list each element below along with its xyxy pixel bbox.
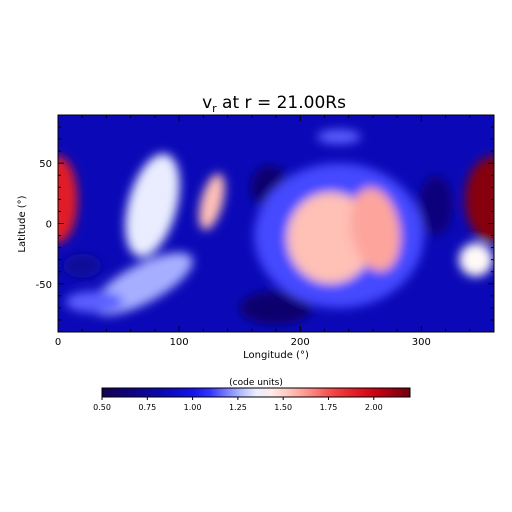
x-tick-label: 300 bbox=[412, 337, 431, 348]
x-tick-labels: 0 100 200 300 bbox=[55, 337, 431, 348]
colorbar-tick-label: 2.00 bbox=[365, 403, 383, 412]
heatmap-feature bbox=[62, 253, 102, 278]
y-tick-label: -50 bbox=[36, 280, 52, 291]
colorbar-tick-labels: 0.50 0.75 1.00 1.25 1.50 1.75 2.00 bbox=[93, 403, 383, 412]
heatmap-feature bbox=[198, 173, 225, 230]
colorbar-tick-label: 1.50 bbox=[274, 403, 292, 412]
heatmap-feature bbox=[418, 175, 453, 236]
axis-ticks bbox=[57, 114, 495, 333]
colorbar-tick-label: 1.25 bbox=[229, 403, 247, 412]
colorbar-ticks bbox=[101, 397, 375, 400]
heatmap-field bbox=[58, 129, 494, 325]
heatmap-feature bbox=[239, 291, 313, 325]
colorbar-tick-label: 0.75 bbox=[138, 403, 156, 412]
colorbar-tick-label: 1.75 bbox=[320, 403, 338, 412]
heatmap-feature bbox=[458, 242, 493, 277]
x-tick-label: 0 bbox=[55, 337, 61, 348]
heatmap-feature bbox=[125, 153, 180, 258]
colorbar-tick-label: 0.50 bbox=[93, 403, 111, 412]
x-tick-label: 100 bbox=[170, 337, 189, 348]
heatmap-feature bbox=[464, 156, 494, 243]
colorbar-tick-label: 1.00 bbox=[184, 403, 202, 412]
heatmap-feature bbox=[350, 187, 401, 272]
heatmap-feature bbox=[58, 156, 78, 243]
heatmap-feature bbox=[65, 291, 124, 313]
y-tick-label: 50 bbox=[39, 159, 52, 170]
colorbar-label: (code units) bbox=[229, 378, 283, 388]
y-axis-label: Latitude (°) bbox=[17, 195, 28, 252]
chart-title: vr at r = 21.00Rs bbox=[202, 93, 346, 115]
heatmap-plot bbox=[58, 115, 494, 332]
x-axis-label: Longitude (°) bbox=[243, 350, 309, 361]
heatmap-feature bbox=[317, 129, 361, 144]
x-tick-label: 200 bbox=[291, 337, 310, 348]
colorbar bbox=[101, 387, 411, 398]
chart-title-subscript: r bbox=[212, 102, 217, 115]
y-tick-labels: -50 0 50 bbox=[36, 159, 52, 291]
y-tick-label: 0 bbox=[46, 220, 52, 231]
